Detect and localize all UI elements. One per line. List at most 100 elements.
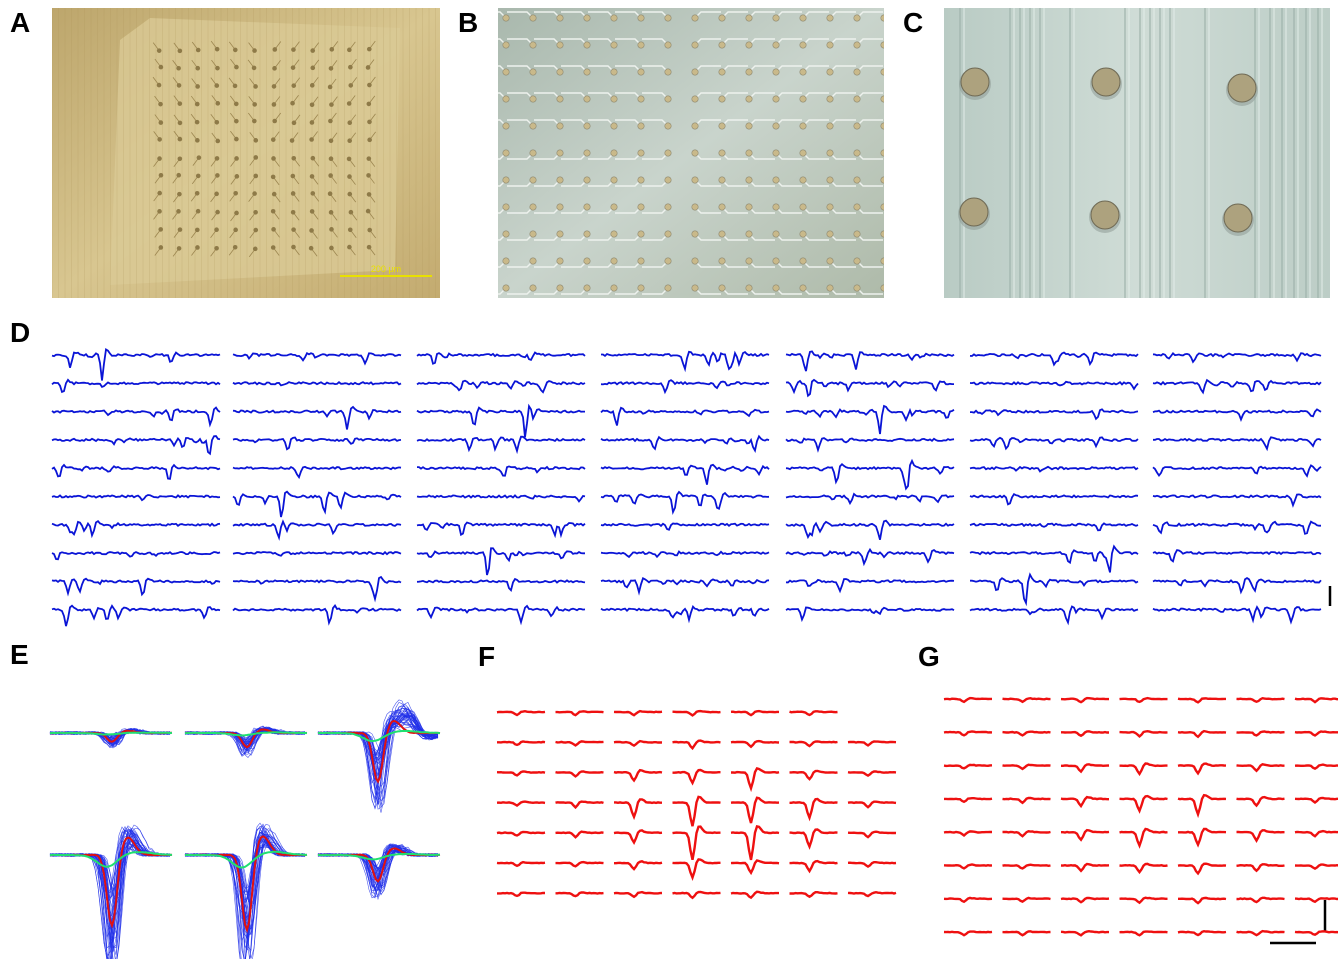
- electrode: [158, 245, 164, 250]
- electrode: [691, 95, 699, 103]
- unit-trace: [672, 709, 721, 717]
- electrode: [309, 102, 315, 108]
- electrode: [215, 209, 220, 215]
- electrode: [529, 41, 537, 49]
- trace: [785, 492, 955, 506]
- electrode: [234, 118, 239, 124]
- electrode: [826, 284, 834, 292]
- unit-trace: [1060, 896, 1110, 904]
- electrode: [347, 191, 353, 197]
- unit-trace: [555, 860, 604, 868]
- unit-trace: [1177, 862, 1227, 876]
- electrode: [1090, 200, 1120, 230]
- unit-trace: [1002, 696, 1051, 704]
- trace: [232, 604, 402, 626]
- trace: [232, 436, 402, 451]
- electrode: [556, 41, 564, 49]
- electrode: [270, 208, 276, 214]
- electrode: [664, 14, 672, 22]
- electrode: [290, 100, 295, 106]
- electrode: [176, 65, 181, 71]
- electrode: [745, 230, 753, 238]
- electrode: [691, 203, 699, 211]
- electrode: [346, 156, 352, 162]
- electrode: [880, 149, 884, 157]
- electrode: [329, 227, 334, 232]
- electrode: [367, 82, 372, 88]
- electrode: [348, 64, 353, 70]
- electrode: [195, 173, 201, 179]
- electrode: [347, 138, 352, 144]
- trace: [1153, 436, 1322, 452]
- mean-waveform: [185, 731, 308, 737]
- electrode: [214, 245, 219, 251]
- electrode: [826, 230, 834, 238]
- electrode: [637, 14, 645, 22]
- electrode: [529, 95, 537, 103]
- electrode: [664, 149, 672, 157]
- electrode: [329, 47, 335, 52]
- trace: [600, 550, 770, 559]
- unit-trace: [613, 768, 663, 783]
- electrode: [610, 284, 618, 292]
- unit-trace: [1119, 930, 1168, 937]
- unit-trace: [1061, 763, 1110, 774]
- unit-trace: [730, 709, 779, 717]
- electrode: [348, 209, 354, 215]
- electrode: [347, 227, 353, 233]
- electrode: [327, 84, 333, 90]
- electrode: [664, 203, 672, 211]
- electrode: [234, 156, 239, 161]
- electrode: [772, 203, 780, 211]
- electrode: [826, 68, 834, 76]
- electrode: [556, 284, 564, 292]
- electrode: [745, 176, 753, 184]
- electrode: [772, 176, 780, 184]
- electrode: [772, 41, 780, 49]
- electrode: [880, 41, 884, 49]
- scale-bar-label: 200 μm: [371, 264, 401, 274]
- electrode: [745, 203, 753, 211]
- electrode: [637, 230, 645, 238]
- electrode: [253, 209, 258, 215]
- electrode: [529, 149, 537, 157]
- electrode: [880, 122, 884, 130]
- electrode: [309, 174, 315, 179]
- electrode: [290, 209, 296, 215]
- electrode: [177, 101, 183, 106]
- waveform: [317, 718, 439, 758]
- electrode: [880, 95, 884, 103]
- trace: [1152, 520, 1321, 535]
- electrode: [691, 41, 699, 49]
- electrode: [583, 284, 591, 292]
- electrode: [691, 230, 699, 238]
- micrograph-b: [498, 8, 884, 298]
- electrode: [156, 82, 162, 88]
- electrode: [290, 65, 296, 70]
- unit-trace: [789, 740, 838, 748]
- unit-trace: [497, 891, 545, 898]
- trace: [51, 406, 221, 428]
- electrode: [502, 122, 510, 130]
- electrode: [232, 83, 238, 89]
- electrode: [853, 230, 861, 238]
- array-region: [110, 18, 400, 285]
- electrode: [664, 284, 672, 292]
- trace: [416, 379, 586, 394]
- unit-trace: [672, 890, 721, 900]
- trace: [785, 350, 955, 372]
- electrode: [367, 227, 372, 233]
- trace: [416, 521, 586, 539]
- unit-trace: [1061, 828, 1110, 842]
- panel-label: B: [458, 7, 478, 38]
- lead: [883, 234, 884, 235]
- unit-trace: [1294, 930, 1338, 936]
- electrode: [214, 119, 220, 125]
- electrode: [328, 118, 333, 124]
- electrode: [195, 47, 201, 53]
- unit-trace: [943, 896, 993, 904]
- electrode: [214, 46, 220, 52]
- electrode: [502, 176, 510, 184]
- unit-trace: [672, 768, 721, 786]
- unit-trace: [1177, 929, 1227, 937]
